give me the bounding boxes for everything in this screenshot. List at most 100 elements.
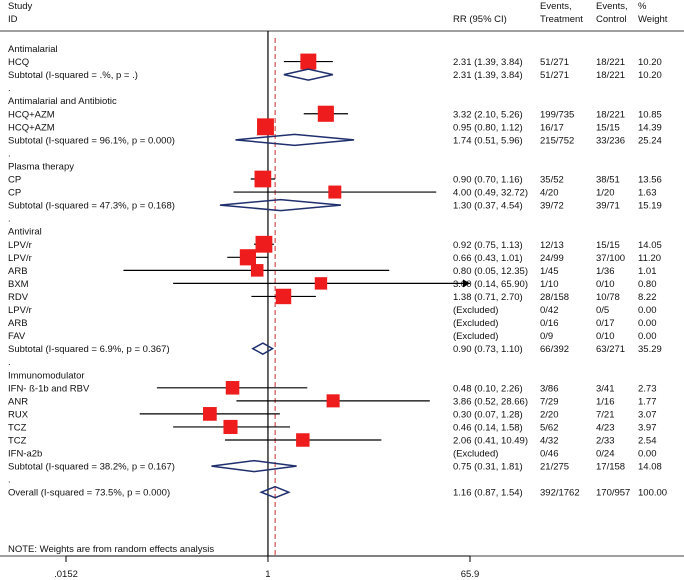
overall-diamond [259,485,291,499]
rr-ci-text: 0.95 (0.80, 1.12) [453,122,523,133]
dot-label: . [8,214,11,225]
events-control: 63/271 [596,344,625,355]
events-control: 170/957 [596,488,630,499]
rr-ci-text: (Excluded) [453,331,498,342]
rr-ci-text: 2.06 (0.41, 10.49) [453,436,528,447]
events-control: 1/36 [596,266,615,277]
rr-ci-text: 0.48 (0.10, 2.26) [453,383,523,394]
events-control: 4/23 [596,422,615,433]
weight: 14.08 [638,462,662,473]
events-treatment: 5/62 [540,422,559,433]
subtotal-label: Subtotal (I-squared = 6.9%, p = 0.367) [8,344,170,355]
header-study: Study [8,1,33,12]
x-tick-label: 65.9 [461,569,480,580]
row-study: ARB (Excluded) 0/16 0/17 0.00 [8,318,657,329]
study-box [317,105,334,122]
row-study: FAV (Excluded) 0/9 0/10 0.00 [8,331,657,342]
weight: 10.85 [638,109,662,120]
rr-ci-text: 0.75 (0.31, 1.81) [453,462,523,473]
weight: 1.63 [638,188,657,199]
weight: 35.29 [638,344,662,355]
subtotal-label: Subtotal (I-squared = 38.2%, p = 0.167) [8,462,175,473]
row-dot: . [8,148,11,159]
study-label: TCZ [8,422,27,433]
row-study: RDV 1.38 (0.71, 2.70) 28/158 10/78 8.22 [8,288,657,305]
study-box [250,264,264,277]
study-box [225,381,240,395]
events-treatment: 39/72 [540,201,564,212]
study-box [300,53,317,70]
weight: 14.05 [638,240,662,251]
weight: 1.01 [638,266,657,277]
weight: 3.07 [638,409,657,420]
study-box [254,170,272,188]
study-box [328,185,342,199]
row-subtotal: Subtotal (I-squared = .%, p = .) 2.31 (1.… [8,68,662,81]
study-label: LPV/r [8,305,32,316]
subtotal-diamond [283,68,334,81]
study-label: BXM [8,279,29,290]
row-subtotal: Subtotal (I-squared = 96.1%, p = 0.000) 1… [8,133,662,146]
weight: 13.56 [638,175,662,186]
events-treatment: 4/20 [540,188,559,199]
study-label: CP [8,175,21,186]
ci-arrow [463,279,470,288]
row-study: TCZ 0.46 (0.14, 1.58) 5/62 4/23 3.97 [8,419,657,434]
study-box [255,235,273,253]
rr-ci-text: 1.38 (0.71, 2.70) [453,292,523,303]
rr-ci-text: 3.32 (2.10, 5.26) [453,109,523,120]
row-study: IFN- ß-1b and RBV 0.48 (0.10, 2.26) 3/86 3/… [8,381,657,395]
events-control: 39/71 [596,201,620,212]
events-treatment: 1/45 [540,266,559,277]
rr-ci-text: 1.74 (0.51, 5.96) [453,135,523,146]
row-group: Antiviral [8,227,42,238]
weight: 14.39 [638,122,662,133]
events-treatment: 51/271 [540,57,569,68]
dot-label: . [8,475,11,486]
events-control: 1/20 [596,188,615,199]
study-box [275,288,292,305]
study-label: ANR [8,396,28,407]
group-label: Immunomodulator [8,370,85,381]
events-control: 18/221 [596,57,625,68]
row-group: Immunomodulator [8,370,85,381]
header-rr: RR (95% CI) [453,14,507,25]
row-study: ANR 3.86 (0.52, 28.66) 7/29 1/16 1.77 [8,394,657,408]
row-dot: . [8,214,11,225]
header-events-control-1: Events, [596,1,628,12]
header-events-treatment-1: Events, [540,1,572,12]
weight: 2.54 [638,436,657,447]
events-control: 0/5 [596,305,609,316]
study-label: LPV/r [8,240,32,251]
row-subtotal: Subtotal (I-squared = 47.3%, p = 0.168) 1… [8,198,662,212]
events-treatment: 199/735 [540,109,574,120]
rr-ci-text: 0.80 (0.05, 12.35) [453,266,528,277]
row-study: HCQ 2.31 (1.39, 3.84) 51/271 18/221 10.20 [8,53,662,70]
row-group: Antimalarial [8,44,58,55]
column-headers: Study ID RR (95% CI) Events, Treatment E… [8,1,668,25]
dot-label: . [8,357,11,368]
study-label: IFN-a2b [8,449,42,460]
dot-label: . [8,83,11,94]
events-treatment: 3/86 [540,383,559,394]
study-box [203,407,217,421]
events-control: 17/158 [596,462,625,473]
rr-ci-text: 0.92 (0.75, 1.13) [453,240,523,251]
events-treatment: 12/13 [540,240,564,251]
events-control: 7/21 [596,409,615,420]
events-control: 38/51 [596,175,620,186]
row-study: HCQ+AZM 3.32 (2.10, 5.26) 199/735 18/221 10.… [8,105,662,122]
row-group: Antimalarial and Antibiotic [8,96,117,107]
events-control: 0/10 [596,331,615,342]
rr-ci-text: 0.66 (0.43, 1.01) [453,253,523,264]
rr-ci-text: 0.30 (0.07, 1.28) [453,409,523,420]
rr-ci-text: 0.90 (0.70, 1.16) [453,175,523,186]
x-tick-label: .0152 [54,569,78,580]
events-treatment: 16/17 [540,122,564,133]
row-study: CP 0.90 (0.70, 1.16) 35/52 38/51 13.56 [8,170,662,188]
row-study: IFN-a2b (Excluded) 0/46 0/24 0.00 [8,449,657,460]
weight: 3.97 [638,422,657,433]
events-control: 33/236 [596,135,625,146]
rr-ci-text: 3.00 (0.14, 65.90) [453,279,528,290]
weight: 11.20 [638,253,661,264]
